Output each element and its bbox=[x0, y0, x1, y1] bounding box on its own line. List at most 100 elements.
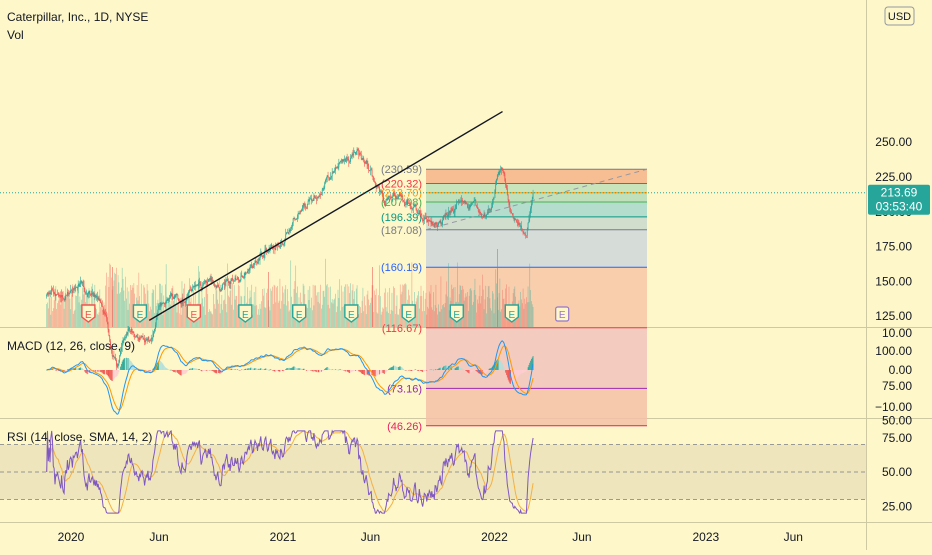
price-scale-area[interactable] bbox=[866, 0, 932, 550]
candle-body bbox=[326, 175, 328, 179]
volume-bar bbox=[314, 285, 316, 327]
trendline-drawing[interactable] bbox=[148, 110, 503, 321]
candle-body bbox=[278, 245, 280, 247]
macd-legend-label[interactable]: MACD (12, 26, close, 9) bbox=[7, 339, 135, 353]
macd-histogram-bar bbox=[343, 370, 345, 371]
volume-bar bbox=[262, 289, 263, 327]
volume-bar bbox=[311, 310, 313, 327]
volume-bar bbox=[338, 297, 340, 327]
macd-histogram-bar bbox=[484, 370, 486, 373]
earnings-badge[interactable]: E bbox=[401, 304, 416, 323]
macd-histogram-bar bbox=[126, 358, 128, 370]
earnings-badge[interactable]: E bbox=[449, 304, 464, 323]
volume-bar bbox=[471, 290, 472, 327]
candle-body bbox=[148, 337, 150, 342]
candle-body bbox=[79, 281, 81, 285]
macd-histogram-bar bbox=[98, 370, 100, 372]
macd-histogram-bar bbox=[525, 370, 526, 372]
candle-body bbox=[428, 219, 430, 222]
volume-bar bbox=[121, 287, 122, 327]
candle-body bbox=[184, 302, 186, 303]
currency-button-frame[interactable] bbox=[884, 6, 915, 26]
earnings-badge-frame bbox=[132, 304, 148, 323]
candle-body bbox=[292, 218, 294, 224]
fib-level-label: (230.59) bbox=[381, 164, 422, 176]
earnings-badge[interactable]: E bbox=[555, 306, 570, 322]
macd-histogram-bar bbox=[470, 370, 472, 373]
macd-histogram-bar bbox=[293, 366, 295, 370]
price-tag-countdown: 03:53:40 bbox=[876, 200, 923, 214]
macd-histogram-bar bbox=[515, 370, 517, 380]
earnings-badge[interactable]: E bbox=[238, 304, 253, 323]
macd-histogram-bar bbox=[503, 367, 505, 370]
volume-bar bbox=[228, 295, 229, 327]
macd-histogram-bar bbox=[286, 367, 288, 370]
candle-body bbox=[245, 272, 247, 274]
earnings-badge[interactable]: E bbox=[186, 304, 201, 323]
candle-body bbox=[144, 339, 146, 343]
macd-histogram-bar bbox=[459, 367, 461, 370]
macd-histogram-bar bbox=[101, 370, 102, 373]
macd-histogram-bar bbox=[102, 370, 104, 374]
volume-bar bbox=[267, 288, 268, 327]
currency-label[interactable]: USD bbox=[888, 11, 911, 23]
candle-body bbox=[318, 196, 320, 198]
earnings-badge[interactable]: E bbox=[292, 304, 307, 323]
time-axis-labels[interactable]: 2020 Jun 2021 Jun 2022 Jun 2023 Jun bbox=[58, 530, 803, 544]
macd-histogram-bar bbox=[150, 370, 151, 371]
candle-body bbox=[92, 292, 94, 295]
macd-histogram-bar bbox=[498, 359, 500, 370]
candle-body bbox=[340, 160, 341, 162]
earnings-badge[interactable]: E bbox=[81, 304, 96, 323]
candle-body bbox=[339, 161, 341, 164]
earnings-badge[interactable]: E bbox=[504, 304, 519, 323]
macd-histogram-bar bbox=[86, 370, 87, 374]
candle-body bbox=[431, 221, 433, 224]
earnings-badge[interactable]: E bbox=[132, 304, 148, 323]
candle-body bbox=[423, 217, 425, 220]
candle-body bbox=[216, 286, 218, 288]
macd-histogram-bar bbox=[119, 369, 121, 370]
volume-bar bbox=[333, 299, 335, 327]
volume-legend-label[interactable]: Vol bbox=[7, 28, 24, 42]
symbol-title[interactable]: Caterpillar, Inc., 1D, NYSE bbox=[7, 10, 148, 24]
macd-histogram-bar bbox=[405, 370, 407, 371]
macd-pane[interactable] bbox=[46, 340, 534, 415]
volume-bar bbox=[264, 307, 266, 327]
earnings-badge[interactable]: E bbox=[344, 304, 359, 323]
candle-body bbox=[302, 205, 304, 210]
rsi-legend-label[interactable]: RSI (14, close, SMA, 14, 2) bbox=[7, 430, 152, 444]
candle-body bbox=[223, 283, 225, 286]
volume-bar bbox=[294, 281, 296, 327]
macd-histogram-bar bbox=[245, 368, 247, 370]
candle-body bbox=[375, 186, 377, 188]
candle-body bbox=[504, 174, 506, 182]
candle-body bbox=[173, 296, 175, 299]
macd-histogram-bar bbox=[106, 370, 108, 375]
macd-histogram-bar bbox=[425, 370, 427, 371]
macd-histogram-bar bbox=[242, 369, 244, 371]
candle-body bbox=[315, 197, 316, 199]
macd-histogram-bar bbox=[160, 361, 162, 370]
volume-bar bbox=[283, 304, 285, 327]
volume-bar bbox=[271, 290, 272, 327]
rsi-pane[interactable] bbox=[0, 429, 866, 515]
earnings-badge-label: E bbox=[296, 310, 303, 321]
volume-bar bbox=[98, 312, 100, 327]
candle-body bbox=[203, 283, 204, 285]
volume-bar bbox=[76, 295, 77, 327]
macd-histogram-bar bbox=[161, 362, 163, 370]
volume-bar bbox=[447, 296, 448, 327]
macd-histogram-bar bbox=[81, 368, 83, 370]
macd-histogram-bar bbox=[472, 370, 474, 371]
candle-body bbox=[149, 340, 150, 342]
price-axis-labels[interactable]: 250.00225.00200.00175.00150.00125.00100.… bbox=[875, 135, 912, 513]
candle-body bbox=[331, 172, 333, 177]
macd-histogram-bar bbox=[146, 370, 148, 371]
currency-button[interactable]: USD bbox=[884, 6, 915, 26]
volume-bar bbox=[217, 299, 219, 327]
candle-body bbox=[286, 232, 288, 234]
